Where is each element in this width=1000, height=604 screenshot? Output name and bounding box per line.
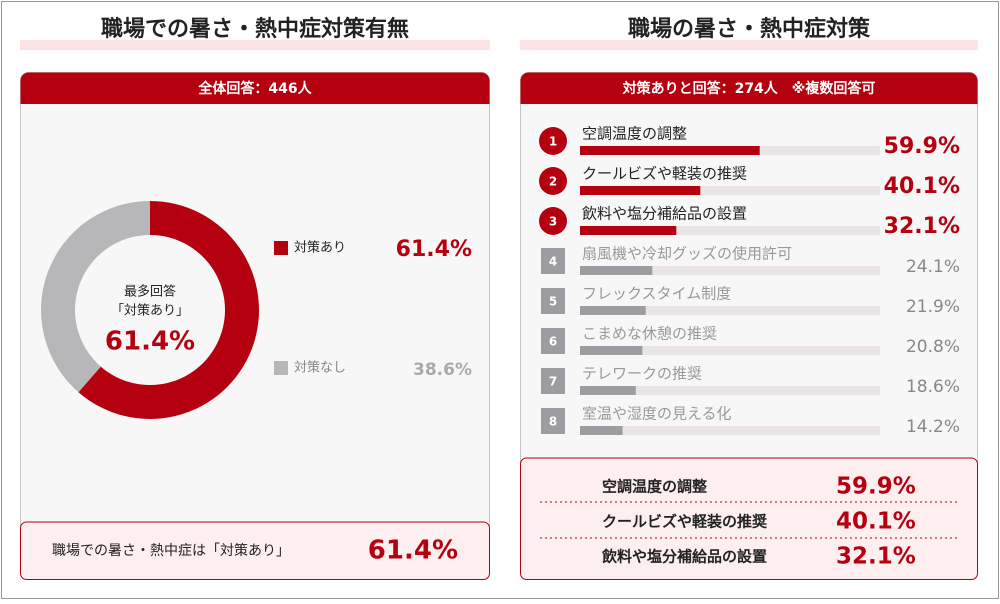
rank-badge	[539, 207, 567, 235]
legend-label: 対策あり	[294, 240, 346, 256]
summary-value: 32.1%	[836, 544, 916, 570]
rank: 7	[549, 375, 557, 389]
value-label: 20.8%	[906, 337, 960, 357]
rank: 2	[549, 175, 557, 189]
rank-badge	[541, 328, 565, 354]
item-label: 空調温度の調整	[582, 125, 687, 143]
bar	[580, 306, 646, 315]
subtitle: 全体回答：446人	[197, 80, 312, 97]
donut-segment	[78, 201, 259, 419]
subtitle: 対策ありと回答：274人 ※複数回答可	[622, 80, 876, 97]
rank-badge	[541, 368, 565, 394]
item-label: クールビズや軽装の推奨	[582, 165, 747, 183]
bar-track	[580, 426, 880, 435]
bar	[580, 226, 677, 235]
value-label: 59.9%	[884, 134, 960, 159]
item-label: 扇風機や冷却グッズの使用許可	[582, 245, 792, 263]
rank-badge	[539, 167, 567, 195]
value-label: 32.1%	[884, 214, 960, 239]
rank: 8	[549, 415, 557, 429]
note-box	[20, 521, 490, 580]
item-label: 室温や湿度の見える化	[582, 405, 732, 423]
item-label: こまめな休憩の推奨	[582, 325, 717, 343]
legend-value: 61.4%	[396, 237, 472, 262]
note-value: 61.4%	[368, 536, 458, 566]
rank-badge	[539, 127, 567, 155]
bar-track	[580, 306, 880, 315]
value-label: 40.1%	[884, 174, 960, 199]
rank-badge	[541, 408, 565, 434]
summary-label: クールビズや軽装の推奨	[602, 513, 768, 531]
bar	[580, 426, 623, 435]
panel-header	[520, 72, 978, 104]
legend-swatch	[274, 241, 288, 255]
item-label: フレックスタイム制度	[582, 285, 731, 303]
rank: 4	[549, 255, 557, 269]
title-underline	[520, 40, 978, 50]
bar	[580, 346, 643, 355]
center-label: 「対策あり」	[111, 303, 189, 319]
rank: 3	[549, 215, 557, 229]
summary-box	[520, 457, 978, 580]
title: 職場の暑さ・熱中症対策	[628, 16, 871, 42]
bar	[580, 266, 653, 275]
bar-track	[580, 266, 880, 275]
item-label: 飲料や塩分補給品の設置	[582, 205, 747, 223]
bar	[580, 186, 701, 195]
rank-badge	[541, 288, 565, 314]
rank: 1	[549, 135, 557, 149]
value-label: 18.6%	[906, 377, 960, 397]
summary-value: 40.1%	[836, 509, 916, 535]
bar-track	[580, 346, 880, 355]
donut-segment	[40, 201, 150, 393]
title: 職場での暑さ・熱中症対策有無	[101, 16, 409, 42]
center-label: 最多回答	[124, 284, 176, 300]
center-value: 61.4%	[105, 327, 195, 357]
bar-track	[580, 386, 880, 395]
panel-header	[20, 72, 490, 104]
value-label: 21.9%	[906, 297, 960, 317]
note: 職場での暑さ・熱中症は「対策あり」	[52, 542, 290, 559]
bar	[580, 146, 760, 155]
rank-badge	[541, 248, 565, 274]
summary-label: 飲料や塩分補給品の設置	[601, 548, 767, 566]
rank: 5	[549, 295, 557, 309]
bar	[580, 386, 636, 395]
bar-track	[580, 226, 880, 235]
summary-label: 空調温度の調整	[602, 478, 707, 496]
item-label: テレワークの推奨	[582, 365, 702, 383]
value-label: 24.1%	[906, 257, 960, 277]
legend-swatch	[274, 361, 288, 375]
rank: 6	[549, 335, 557, 349]
bar-track	[580, 186, 880, 195]
legend-label: 対策なし	[294, 360, 346, 376]
summary-value: 59.9%	[836, 474, 916, 500]
legend-value: 38.6%	[413, 360, 472, 380]
value-label: 14.2%	[906, 417, 960, 437]
title-underline	[20, 40, 490, 50]
